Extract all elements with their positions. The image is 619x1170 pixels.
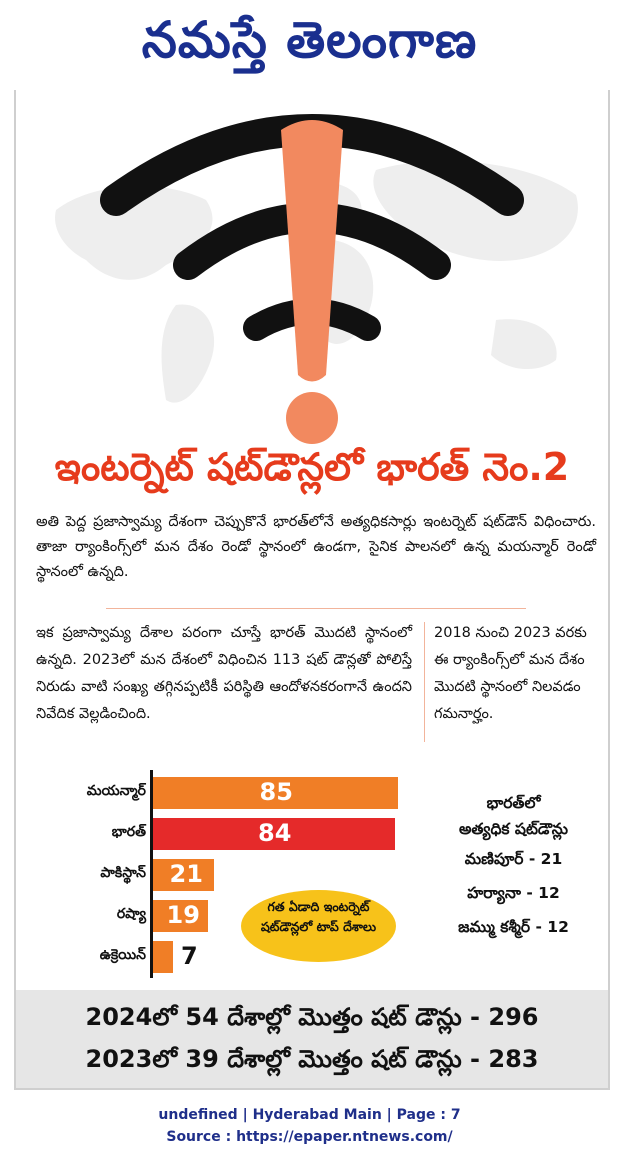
total-2023: 2023లో 39 దేశాల్లో మొత్తం షట్ డౌన్లు - 2… [85, 1045, 539, 1073]
bar [153, 859, 214, 891]
left-column-text: ఇక ప్రజాస్వామ్య దేశాల పరంగా చూస్తే భారత్… [36, 625, 412, 722]
newspaper-logo: నమస్తే తెలంగాణ [141, 10, 478, 69]
divider [106, 608, 526, 609]
bar-category-label: భారత్ [111, 824, 146, 840]
bar-value-label: 19 [166, 901, 200, 929]
bar-category-label: రష్యా [116, 906, 146, 922]
state-item: హర్యానా - 12 [467, 884, 560, 902]
page-footer: undefined | Hyderabad Main | Page : 7 So… [0, 1104, 619, 1148]
bar [153, 900, 208, 932]
footer-edition: undefined | Hyderabad Main | Page : 7 [158, 1107, 461, 1123]
bar [153, 818, 395, 850]
india-top-states: భారత్‌లో అత్యధిక షట్‌డౌన్లు మణిపూర్ - 21… [426, 790, 601, 944]
bar [153, 941, 173, 973]
bar-category-label: ఉక్రెయిన్ [99, 947, 146, 963]
bar-category-label: మయన్మార్ [86, 783, 146, 799]
chart-axis [150, 770, 153, 978]
bar-category-label: పాకిస్థాన్ [100, 865, 146, 881]
state-item: మణిపూర్ - 21 [464, 850, 563, 868]
bar-value-label: 21 [169, 860, 203, 888]
article-clipping: ఇంటర్నెట్ షట్‌డౌన్లలో భారత్ నెం.2 అతి పె… [14, 90, 610, 1090]
bar [153, 777, 398, 809]
side-list-title: భారత్‌లో [486, 794, 541, 812]
state-item: జమ్ము కశ్మీర్ - 12 [458, 918, 569, 936]
total-2024: 2024లో 54 దేశాల్లో మొత్తం షట్ డౌన్లు - 2… [85, 1003, 539, 1031]
footer-source: Source : https://epaper.ntnews.com/ [166, 1129, 453, 1145]
column-divider [424, 622, 425, 742]
totals-box: 2024లో 54 దేశాల్లో మొత్తం షట్ డౌన్లు - 2… [16, 990, 608, 1088]
exclamation-icon [281, 120, 343, 444]
chart-caption-bubble: గత ఏడాది ఇంటర్నెట్ షట్‌డౌన్లలో టాప్ దేశా… [241, 890, 396, 962]
bar-value-label: 85 [259, 778, 293, 806]
intro-paragraph: అతి పెద్ద ప్రజాస్వామ్య దేశంగా చెప్పుకొనే… [36, 514, 596, 580]
wifi-warning-illustration [55, 114, 578, 444]
bar-value-label: 84 [258, 819, 292, 847]
masthead: నమస్తే తెలంగాణ [0, 0, 619, 88]
side-list-subtitle: అత్యధిక షట్‌డౌన్లు [459, 820, 568, 838]
headline: ఇంటర్నెట్ షట్‌డౌన్లలో భారత్ నెం.2 [54, 445, 570, 489]
shutdown-bar-chart: మయన్మార్ 85 భారత్ 84 పాకిస్థాన్ 21 రష్యా 19 ఉక్ర… [16, 770, 608, 980]
bar-value-label: 7 [181, 942, 198, 970]
right-column-text: 2018 నుంచి 2023 వరకు ఈ ర్యాంకింగ్స్‌లో మ… [434, 625, 587, 722]
